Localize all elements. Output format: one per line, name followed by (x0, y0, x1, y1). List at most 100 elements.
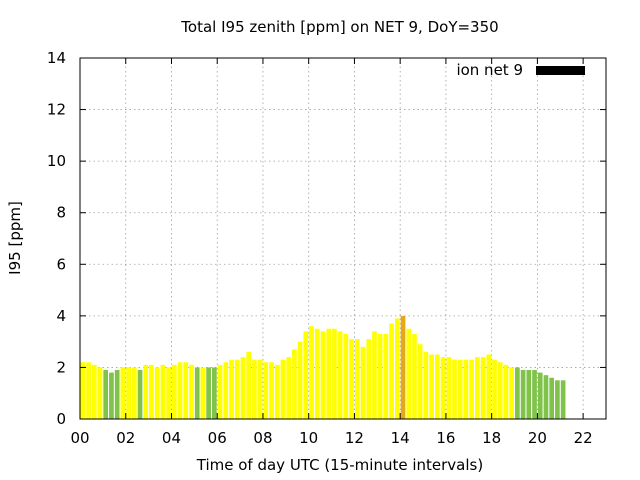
x-tick-label-7: 14 (391, 429, 410, 447)
y-tick-label-4: 8 (56, 204, 66, 222)
bar-11 (143, 364, 149, 419)
bar-57 (406, 328, 412, 419)
bar-76 (515, 367, 520, 419)
bar-65 (452, 359, 457, 419)
bar-47 (349, 339, 354, 419)
bar-78 (526, 370, 532, 419)
y-tick-label-6: 12 (47, 101, 66, 119)
bar-84 (560, 380, 566, 419)
bar-3 (97, 367, 103, 419)
x-tick-label-9: 18 (482, 429, 501, 447)
x-tick-label-4: 08 (253, 429, 272, 447)
bar-69 (475, 357, 480, 419)
y-tick-label-5: 10 (47, 152, 66, 170)
bar-48 (354, 339, 360, 419)
x-tick-label-3: 06 (208, 429, 227, 447)
x-tick-label-8: 16 (436, 429, 455, 447)
bar-81 (543, 375, 549, 419)
bar-50 (366, 339, 372, 419)
bar-19 (189, 364, 194, 419)
bar-31 (257, 359, 263, 419)
bar-22 (206, 367, 211, 419)
bar-77 (520, 370, 526, 419)
bar-25 (223, 362, 229, 419)
bar-36 (286, 357, 292, 419)
bar-83 (555, 380, 560, 419)
bar-40 (309, 326, 314, 419)
y-tick-label-2: 4 (56, 307, 66, 325)
legend-label: ion net 9 (456, 61, 523, 79)
bar-59 (417, 344, 423, 419)
bar-62 (434, 354, 440, 419)
x-tick-label-1: 02 (116, 429, 135, 447)
bar-37 (292, 349, 297, 419)
bar-56 (400, 315, 406, 419)
plot-frame (79, 57, 607, 420)
bar-1 (86, 362, 91, 419)
bar-55 (394, 318, 400, 419)
bar-41 (314, 328, 320, 419)
bar-63 (440, 357, 446, 419)
x-axis-label: Time of day UTC (15-minute intervals) (196, 456, 483, 474)
bar-30 (252, 359, 257, 419)
bar-26 (229, 359, 234, 419)
bar-42 (320, 331, 326, 419)
bar-12 (149, 364, 154, 419)
y-tick-label-0: 0 (56, 410, 66, 428)
bar-15 (166, 367, 171, 419)
bar-28 (240, 357, 246, 419)
bar-4 (103, 370, 109, 419)
bar-27 (234, 359, 240, 419)
x-tick-label-5: 10 (299, 429, 318, 447)
bar-51 (372, 331, 377, 419)
bars (80, 315, 566, 419)
bar-35 (280, 359, 286, 419)
chart-title: Total I95 zenith [ppm] on NET 9, DoY=350 (180, 18, 498, 36)
bar-68 (469, 359, 474, 419)
y-tick-label-3: 6 (56, 255, 66, 273)
bar-58 (412, 333, 417, 419)
bar-2 (91, 364, 97, 419)
x-tick-label-6: 12 (345, 429, 364, 447)
bar-18 (183, 362, 189, 419)
bar-32 (263, 362, 269, 419)
bar-53 (383, 333, 389, 419)
bar-23 (212, 367, 217, 419)
legend-swatch (536, 66, 585, 75)
bar-60 (423, 351, 429, 419)
bar-79 (532, 370, 537, 419)
bar-39 (303, 331, 309, 419)
bar-33 (269, 362, 274, 419)
bar-45 (337, 331, 343, 419)
bar-52 (377, 333, 383, 419)
bar-34 (274, 364, 280, 419)
bar-80 (537, 372, 543, 419)
bar-44 (332, 328, 337, 419)
bar-46 (343, 333, 349, 419)
bar-49 (360, 346, 366, 419)
bar-17 (177, 362, 183, 419)
bar-29 (246, 351, 252, 419)
bar-24 (217, 364, 223, 419)
bar-67 (463, 359, 469, 419)
x-tick-label-11: 22 (574, 429, 593, 447)
bar-75 (509, 367, 515, 419)
bar-74 (503, 364, 509, 419)
bar-64 (446, 357, 452, 419)
bar-9 (131, 367, 137, 419)
bar-66 (457, 359, 463, 419)
bar-73 (497, 362, 503, 419)
bar-54 (389, 323, 394, 419)
bar-71 (486, 354, 492, 419)
bar-20 (194, 367, 200, 419)
x-tick-label-10: 20 (528, 429, 547, 447)
y-axis-label: I95 [ppm] (6, 201, 24, 275)
bar-5 (109, 372, 114, 419)
bar-16 (171, 364, 177, 419)
x-tick-label-0: 00 (70, 429, 89, 447)
bar-43 (326, 328, 332, 419)
bar-14 (160, 364, 166, 419)
legend: ion net 9 (456, 61, 585, 79)
